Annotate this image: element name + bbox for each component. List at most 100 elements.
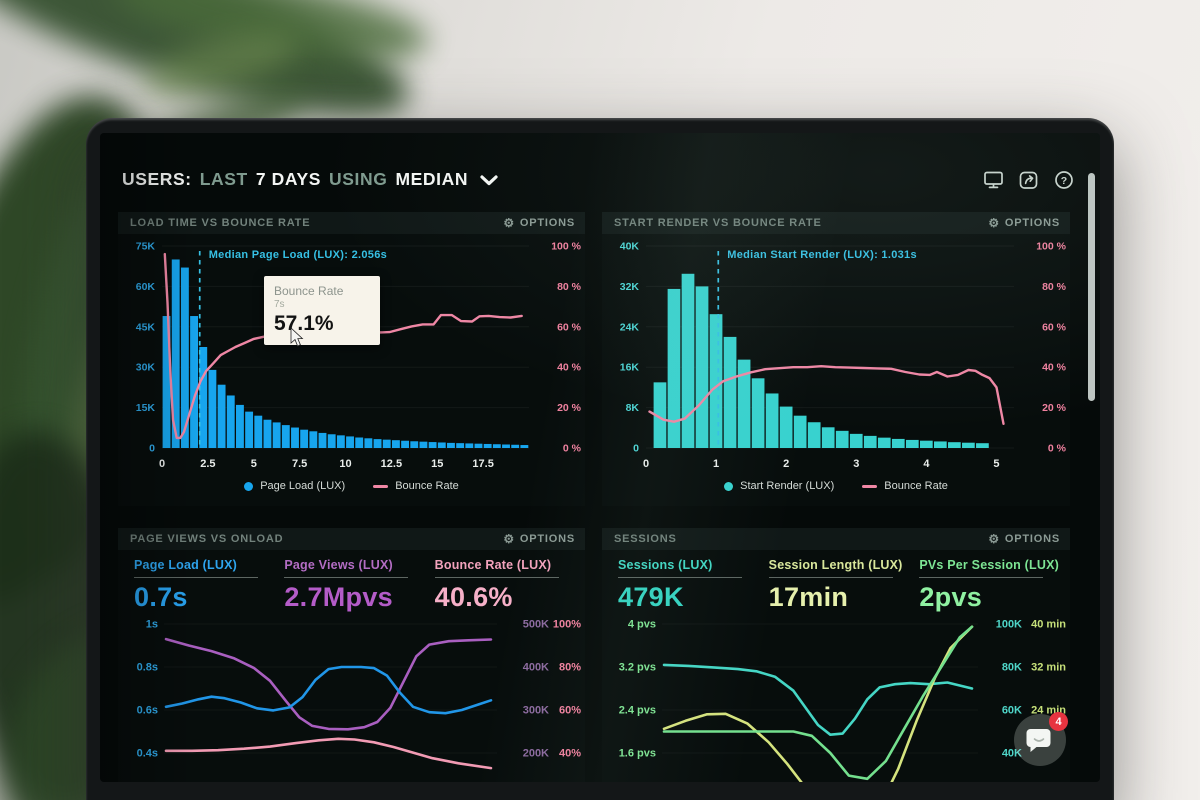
panel-page-views-vs-onload: PAGE VIEWS VS ONLOAD ⚙ OPTIONS Page Load… xyxy=(118,528,585,782)
metric-divider xyxy=(434,577,559,578)
laptop: USERS: LAST 7 DAYS USING MEDIAN xyxy=(86,118,1114,800)
svg-text:32 min: 32 min xyxy=(1031,662,1066,674)
svg-text:300K: 300K xyxy=(523,705,549,717)
svg-text:3: 3 xyxy=(853,458,859,470)
svg-text:40 %: 40 % xyxy=(1042,362,1067,374)
options-button[interactable]: ⚙ OPTIONS xyxy=(503,533,575,545)
metric-sessions: Sessions (LUX) 479K xyxy=(618,558,769,612)
sessions-chart: 4 pvs 100K 40 min 3.2 pvs 80K 32 min 2.4 pvs 60… xyxy=(619,619,1066,782)
svg-text:60%: 60% xyxy=(559,705,581,717)
svg-text:0: 0 xyxy=(149,443,155,455)
panel-sessions: SESSIONS ⚙ OPTIONS Sessions (LUX) 479K S… xyxy=(602,528,1070,782)
svg-text:80 %: 80 % xyxy=(557,281,582,293)
legend-dot-icon xyxy=(724,481,734,491)
header-segment: 7 DAYS xyxy=(255,169,322,189)
chevron-down-icon xyxy=(480,175,498,186)
svg-text:0.8s: 0.8s xyxy=(137,662,158,674)
svg-text:4: 4 xyxy=(923,458,930,470)
svg-text:7.5: 7.5 xyxy=(292,458,307,470)
scrollbar[interactable] xyxy=(1088,173,1095,401)
panel-header: SESSIONS ⚙ OPTIONS xyxy=(602,528,1070,550)
panel-title: LOAD TIME VS BOUNCE RATE xyxy=(130,217,311,229)
metric-value: 17min xyxy=(768,582,849,612)
options-button[interactable]: ⚙ OPTIONS xyxy=(503,217,575,229)
metric-label: Page Load (LUX) xyxy=(134,558,238,572)
options-label: OPTIONS xyxy=(1004,533,1060,545)
header-segment: USERS: xyxy=(122,169,192,189)
svg-text:80%: 80% xyxy=(559,662,581,674)
svg-text:40K: 40K xyxy=(1002,748,1022,760)
tooltip-subtitle: 7s xyxy=(274,299,285,310)
panel-load-time-vs-bounce-rate: LOAD TIME VS BOUNCE RATE ⚙ OPTIONS 75K 10… xyxy=(118,212,585,506)
metric-value: 0.7s xyxy=(134,582,188,612)
svg-text:2: 2 xyxy=(783,458,789,470)
legend-line-icon xyxy=(373,484,389,488)
header-segment: LAST xyxy=(199,169,248,189)
svg-text:400K: 400K xyxy=(523,662,549,674)
panel-title: PAGE VIEWS VS ONLOAD xyxy=(130,533,284,545)
chat-widget-button[interactable]: 4 xyxy=(1014,712,1068,766)
gear-icon: ⚙ xyxy=(988,532,1000,546)
legend-label: Bounce Rate xyxy=(884,480,948,492)
chart-legend: Start Render (LUX) Bounce Rate xyxy=(602,480,1070,492)
gear-icon: ⚙ xyxy=(503,216,515,230)
legend-line-icon xyxy=(862,484,878,488)
share-icon[interactable] xyxy=(1019,170,1039,190)
display-icon[interactable] xyxy=(983,170,1004,190)
metric-divider xyxy=(284,577,409,578)
panel-title: START RENDER VS BOUNCE RATE xyxy=(614,217,822,229)
svg-text:0.6s: 0.6s xyxy=(137,705,158,717)
options-button[interactable]: ⚙ OPTIONS xyxy=(988,217,1060,229)
chart-legend: Page Load (LUX) Bounce Rate xyxy=(118,480,585,492)
svg-text:80 %: 80 % xyxy=(1042,281,1067,293)
legend-label: Start Render (LUX) xyxy=(740,480,835,492)
panel-start-render-vs-bounce-rate: START RENDER VS BOUNCE RATE ⚙ OPTIONS 40… xyxy=(602,212,1070,506)
metric-pvs-per-session: PVs Per Session (LUX) 2pvs xyxy=(919,558,1070,612)
svg-text:80K: 80K xyxy=(1002,662,1022,674)
metric-divider xyxy=(134,577,258,578)
options-label: OPTIONS xyxy=(519,533,575,545)
legend-item: Start Render (LUX) xyxy=(724,480,834,492)
notification-badge: 4 xyxy=(1049,712,1068,731)
options-button[interactable]: ⚙ OPTIONS xyxy=(988,533,1060,545)
options-label: OPTIONS xyxy=(519,217,575,229)
svg-text:32K: 32K xyxy=(620,281,640,293)
metric-page-load: Page Load (LUX) 0.7s xyxy=(134,558,284,612)
gear-icon: ⚙ xyxy=(988,216,1000,230)
page-views-onload-chart: 1s 500K 100% 0.8s 400K 80% 0.6s 300K 60% 0.4s 200K… xyxy=(137,619,581,770)
chat-bubble-icon xyxy=(1026,729,1051,752)
metric-divider xyxy=(768,577,893,578)
tooltip-value: 57.1% xyxy=(274,312,334,335)
svg-text:4 pvs: 4 pvs xyxy=(628,619,656,631)
svg-text:0 %: 0 % xyxy=(563,443,582,455)
svg-text:1.6 pvs: 1.6 pvs xyxy=(619,748,656,760)
metric-value: 2.7Mpvs xyxy=(284,582,393,612)
header-segment: USING xyxy=(329,169,388,189)
svg-text:60K: 60K xyxy=(136,281,156,293)
svg-text:?: ? xyxy=(1061,175,1067,187)
svg-text:45K: 45K xyxy=(136,321,156,333)
svg-text:60 %: 60 % xyxy=(1042,321,1067,333)
svg-text:500K: 500K xyxy=(523,619,549,631)
svg-text:2.4 pvs: 2.4 pvs xyxy=(619,705,656,717)
svg-text:40 %: 40 % xyxy=(557,362,582,374)
svg-text:Median Start Render (LUX): 1.0: Median Start Render (LUX): 1.031s xyxy=(727,249,917,261)
svg-text:100%: 100% xyxy=(553,619,581,631)
metric-page-views: Page Views (LUX) 2.7Mpvs xyxy=(284,558,434,612)
svg-text:30K: 30K xyxy=(136,362,156,374)
legend-item: Bounce Rate xyxy=(862,480,948,492)
options-label: OPTIONS xyxy=(1004,217,1060,229)
metric-bounce-rate: Bounce Rate (LUX) 40.6% xyxy=(434,558,585,612)
metric-value: 40.6% xyxy=(434,582,513,612)
svg-text:16K: 16K xyxy=(620,362,640,374)
metric-label: Page Views (LUX) xyxy=(284,558,393,572)
svg-text:75K: 75K xyxy=(136,241,156,253)
metric-divider xyxy=(618,577,742,578)
svg-text:60 %: 60 % xyxy=(557,321,582,333)
metric-label: Sessions (LUX) xyxy=(618,558,713,572)
legend-label: Page Load (LUX) xyxy=(260,480,346,492)
help-icon[interactable]: ? xyxy=(1054,170,1074,190)
metric-label: Bounce Rate (LUX) xyxy=(434,558,552,572)
timeframe-selector[interactable]: USERS: LAST 7 DAYS USING MEDIAN xyxy=(122,169,498,190)
legend-item: Page Load (LUX) xyxy=(244,480,345,492)
